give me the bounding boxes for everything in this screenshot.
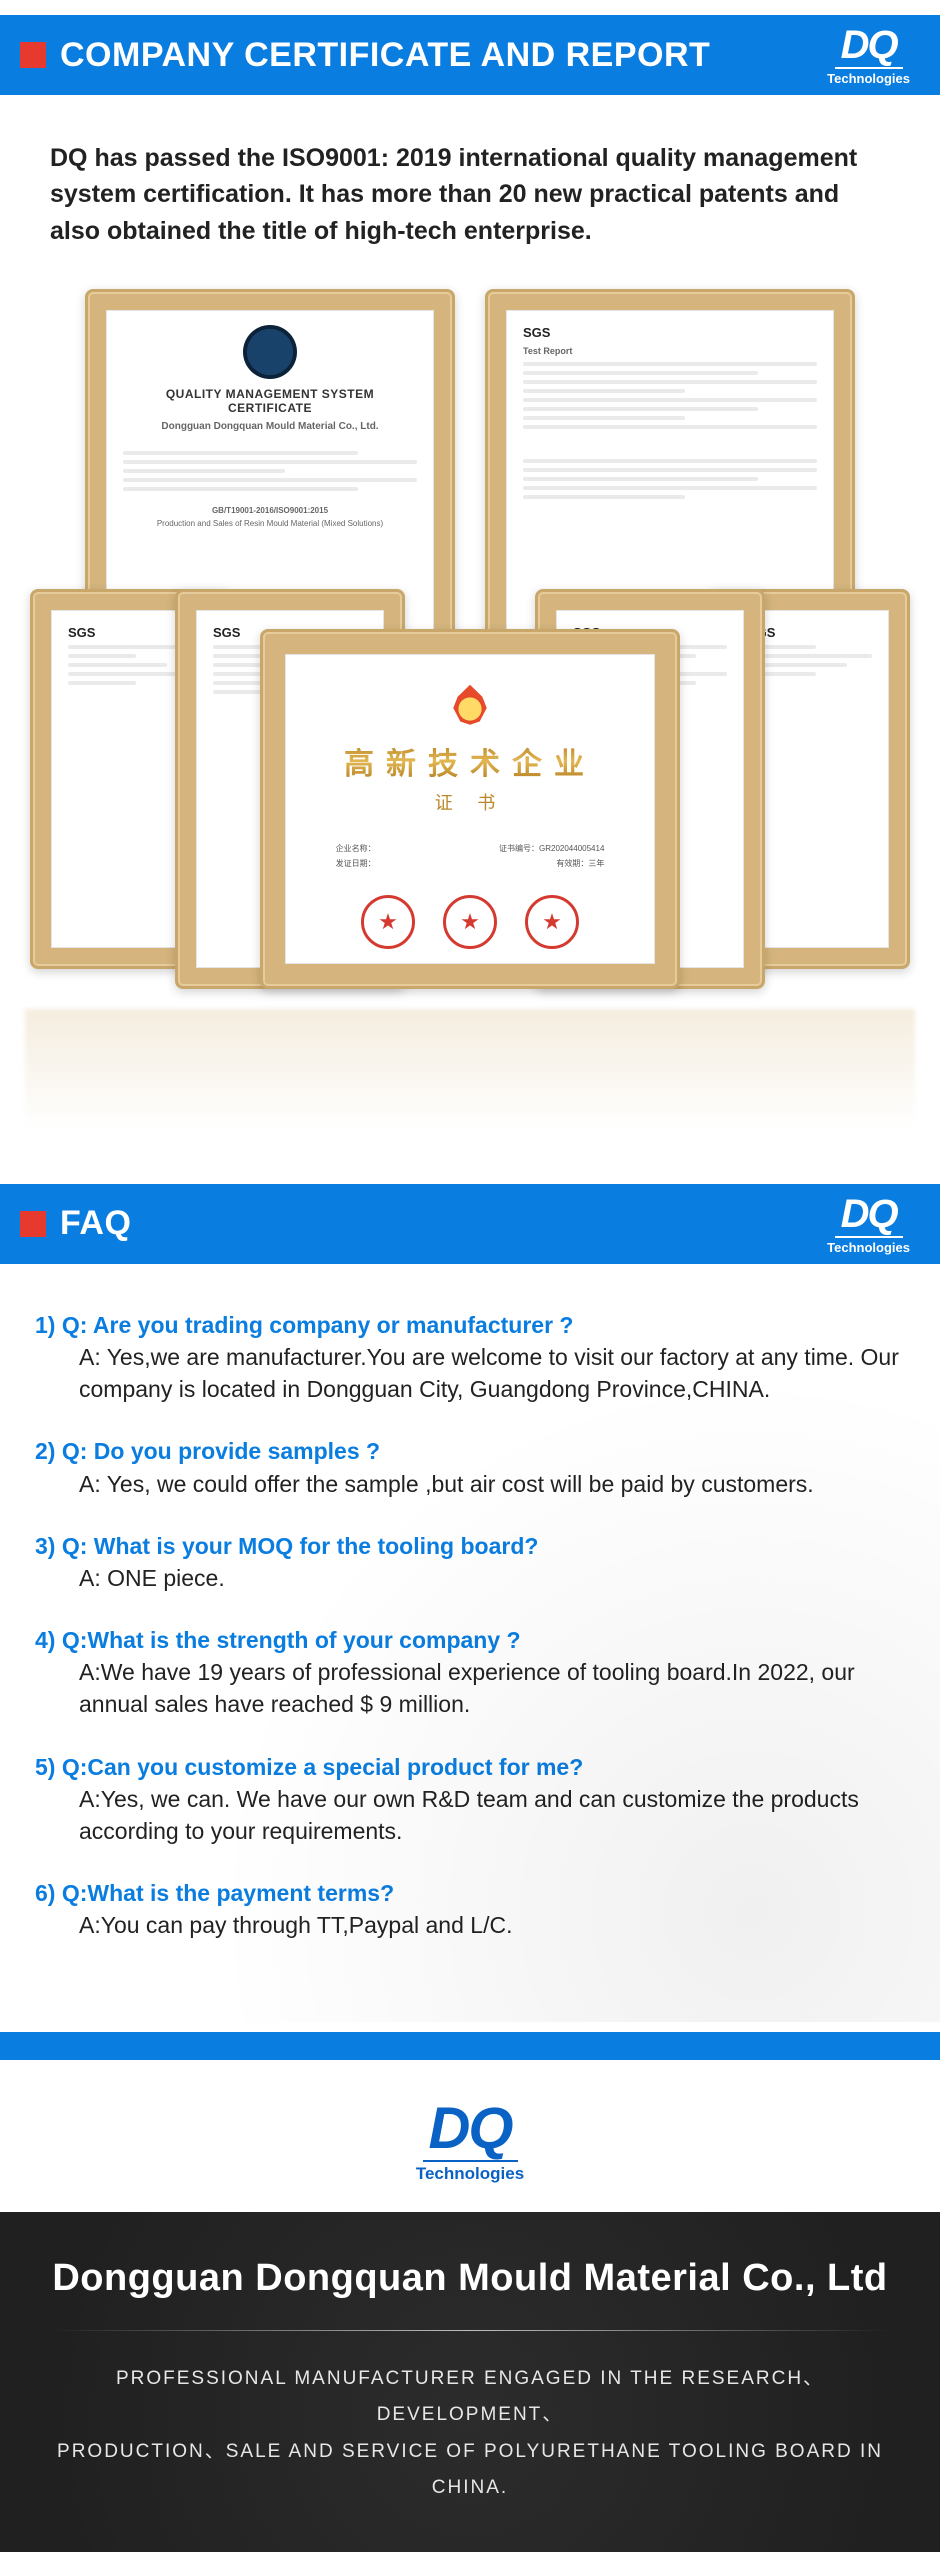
footer-company-name: Dongguan Dongquan Mould Material Co., Lt… [52, 2257, 887, 2300]
faq-section-title: FAQ [60, 1204, 131, 1243]
sgs-sub: Test Report [523, 346, 817, 356]
faq-item: 2) Q: Do you provide samples ? A: Yes, w… [35, 1435, 905, 1499]
faq-item: 1) Q: Are you trading company or manufac… [35, 1309, 905, 1406]
qms-heading: QUALITY MANAGEMENT SYSTEM CERTIFICATE [123, 387, 417, 415]
footer-logo-area: DQ Technologies [0, 2060, 940, 2212]
dq-logo-sub: Technologies [827, 72, 910, 85]
faq-item: 3) Q: What is your MOQ for the tooling b… [35, 1530, 905, 1594]
footer-hero: Dongguan Dongquan Mould Material Co., Lt… [0, 2212, 940, 2552]
sgs-label: SGS [523, 325, 817, 340]
footer-divider [50, 2330, 890, 2331]
stamp-icon: ★ [361, 895, 415, 949]
header-accent-square [20, 42, 46, 68]
header-accent-square [20, 1211, 46, 1237]
footer-top-bar [0, 2032, 940, 2060]
hightech-title: 高新技术企业 [344, 739, 596, 783]
torch-icon [448, 685, 492, 725]
qms-scope: Production and Sales of Resin Mould Mate… [123, 519, 417, 528]
reflection-decoration [25, 1009, 915, 1129]
faq-item: 6) Q:What is the payment terms? A:You ca… [35, 1877, 905, 1941]
certificate-section-header: COMPANY CERTIFICATE AND REPORT DQ Techno… [0, 15, 940, 95]
dq-logo-main: DQ [835, 25, 903, 69]
hightech-stamps: ★ ★ ★ [361, 895, 579, 949]
qms-standard: GB/T19001-2016/ISO9001:2015 [123, 506, 417, 515]
hightech-sub: 证 书 [435, 789, 506, 815]
qms-company: Dongguan Dongquan Mould Material Co., Lt… [123, 421, 417, 432]
faq-list: 1) Q: Are you trading company or manufac… [0, 1289, 940, 2022]
certificate-intro-text: DQ has passed the ISO9001: 2019 internat… [0, 120, 940, 289]
certificate-gallery: QUALITY MANAGEMENT SYSTEM CERTIFICATE Do… [25, 289, 915, 1069]
hightech-details: 企业名称： 证书编号：GR202044005414 发证日期： 有效期：三年 [336, 839, 605, 873]
stamp-icon: ★ [525, 895, 579, 949]
faq-item: 5) Q:Can you customize a special product… [35, 1751, 905, 1848]
faq-item: 4) Q:What is the strength of your compan… [35, 1624, 905, 1721]
faq-section-header: FAQ DQ Technologies [0, 1184, 940, 1264]
dq-logo-footer: DQ Technologies [416, 2100, 524, 2182]
stamp-icon: ★ [443, 895, 497, 949]
footer-tagline: PROFESSIONAL MANUFACTURER ENGAGED IN THE… [50, 2361, 890, 2505]
certificate-section-title: COMPANY CERTIFICATE AND REPORT [60, 36, 710, 75]
dq-logo: DQ Technologies [827, 25, 910, 85]
certificate-hightech: 高新技术企业 证 书 企业名称： 证书编号：GR202044005414 发证日… [260, 629, 680, 989]
dq-logo: DQ Technologies [827, 1194, 910, 1254]
qms-badge-icon [243, 325, 297, 379]
